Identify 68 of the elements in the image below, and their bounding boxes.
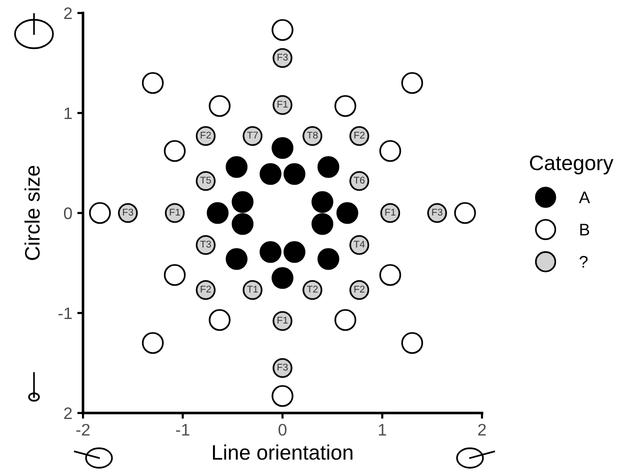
data-label: F2 — [354, 286, 364, 293]
point — [232, 191, 254, 213]
point — [272, 19, 294, 41]
point — [208, 95, 231, 117]
y-axis-title: Circle size — [24, 166, 40, 260]
y-tick-label: 1 — [64, 108, 72, 120]
data-label: F1 — [385, 208, 396, 216]
point — [454, 202, 476, 224]
y-tick-label: 0 — [64, 207, 72, 220]
point — [208, 309, 231, 331]
point — [334, 309, 356, 331]
point — [260, 241, 282, 263]
x-tick-label: -1 — [176, 424, 190, 436]
legend-label: A — [578, 192, 590, 204]
point — [401, 72, 424, 94]
data-label: F1 — [170, 208, 180, 216]
point — [272, 267, 294, 289]
point — [226, 248, 248, 270]
point — [379, 264, 402, 286]
data-label: T8 — [306, 132, 318, 139]
data-label: F3 — [432, 208, 442, 216]
data-label: F1 — [278, 316, 288, 324]
point — [312, 213, 334, 235]
point — [317, 156, 340, 178]
point — [232, 213, 254, 235]
point — [312, 191, 334, 213]
point — [260, 163, 282, 185]
data-label: T4 — [354, 240, 365, 248]
x-axis-title: Line orientation — [212, 444, 352, 460]
point — [336, 202, 358, 224]
point — [284, 241, 306, 263]
point — [164, 264, 186, 286]
point — [226, 156, 248, 178]
data-label: T2 — [306, 286, 318, 293]
legend-title: Category — [530, 156, 614, 174]
data-label: T3 — [200, 240, 211, 248]
data-label: T5 — [200, 176, 211, 184]
point — [164, 140, 186, 162]
point — [142, 332, 164, 354]
data-label: T6 — [354, 176, 365, 184]
data-label: F1 — [278, 100, 288, 108]
legend-label: ? — [580, 256, 588, 268]
x-tick-label: -2 — [76, 424, 90, 436]
x-tick-label: 0 — [278, 424, 286, 436]
y-tick-label: -1 — [58, 308, 72, 320]
data-label: F2 — [200, 286, 211, 293]
point — [379, 140, 402, 162]
legend-label: B — [580, 224, 590, 236]
point — [284, 163, 306, 185]
point — [206, 202, 229, 224]
y-tick-label: 2 — [64, 407, 72, 420]
point — [272, 385, 294, 407]
data-label: F3 — [278, 54, 288, 61]
data-label: F2 — [200, 132, 211, 139]
point — [142, 72, 164, 94]
data-label: T7 — [247, 132, 258, 139]
point — [317, 248, 340, 270]
data-label: T1 — [247, 286, 258, 293]
data-label: F3 — [123, 208, 134, 216]
data-label: F2 — [354, 132, 364, 139]
x-tick-label: 2 — [478, 424, 486, 436]
y-tick-label: 2 — [64, 7, 72, 20]
data-label: F3 — [278, 364, 288, 371]
point — [89, 202, 111, 224]
point — [401, 332, 424, 354]
point — [334, 95, 356, 117]
point — [272, 137, 294, 159]
x-tick-label: 1 — [378, 424, 386, 436]
